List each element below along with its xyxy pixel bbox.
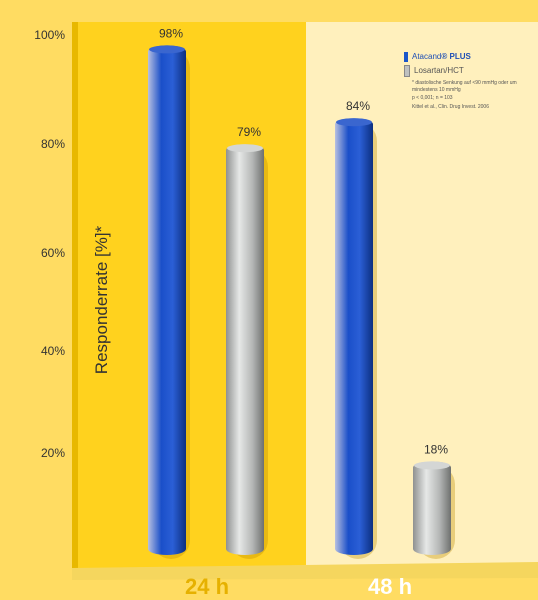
legend-source: Kittel et al., Clin. Drug Invest. 2006: [412, 103, 489, 110]
legend-stat: p < 0,001; n = 103: [412, 95, 453, 102]
legend-footnote: * diastolische Senkung auf <90 mmHg oder…: [412, 80, 517, 93]
bar-cap-atacand-48h: [336, 118, 372, 127]
bars-group: 98% 84% 79% 18%: [148, 26, 455, 560]
y-tick-100: 100%: [34, 28, 65, 42]
y-axis-title: Responderrate [%]*: [92, 225, 111, 374]
legend-label-atacand-suffix: ® PLUS: [441, 52, 471, 61]
floor: [72, 562, 538, 580]
bar-losartan-48h: [413, 461, 451, 555]
data-label-atacand-48h: 84%: [346, 99, 370, 113]
data-label-atacand-24h: 98%: [159, 26, 183, 40]
category-label-24h: 24 h: [185, 574, 229, 599]
category-label-48h: 48 h: [368, 574, 412, 599]
legend-item-losartan: Losartan/HCT: [404, 65, 536, 78]
y-axis-wall: [72, 22, 78, 574]
legend-swatch-blue: [404, 52, 408, 63]
bar-atacand-24h: [148, 45, 186, 556]
bar-cap-losartan-24h: [227, 144, 263, 153]
left-panel: [78, 22, 306, 568]
legend-label-atacand: Atacand® PLUS: [412, 52, 471, 62]
y-tick-80: 80%: [41, 137, 65, 151]
data-label-losartan-24h: 79%: [237, 125, 261, 139]
legend-label-atacand-prefix: Atacand: [412, 52, 442, 61]
legend-label-losartan: Losartan/HCT: [414, 66, 464, 76]
legend-swatch-grey: [404, 65, 410, 78]
data-label-losartan-48h: 18%: [424, 442, 448, 456]
legend: Atacand® PLUS Losartan/HCT * diastolisch…: [404, 52, 536, 110]
bar-cap-losartan-48h: [414, 461, 450, 470]
bar-atacand-48h: [335, 118, 373, 555]
y-tick-60: 60%: [41, 246, 65, 260]
y-axis-ticks: 100% 80% 60% 40% 20%: [34, 28, 65, 460]
legend-item-atacand: Atacand® PLUS: [404, 52, 536, 63]
bar-losartan-24h: [226, 144, 264, 555]
bar-cap-atacand-24h: [149, 45, 185, 54]
y-tick-40: 40%: [41, 344, 65, 358]
y-tick-20: 20%: [41, 446, 65, 460]
